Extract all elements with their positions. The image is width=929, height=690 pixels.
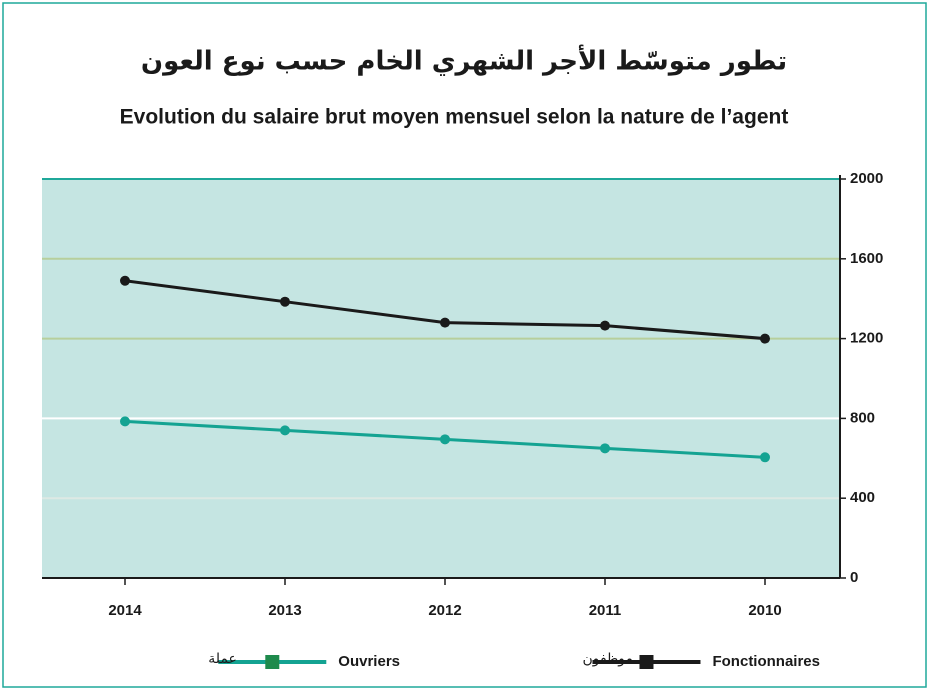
legend-label: Ouvriers xyxy=(338,653,400,670)
data-point xyxy=(440,434,450,445)
legend-marker xyxy=(265,655,280,669)
x-tick-label: 2012 xyxy=(428,602,461,619)
plot-area xyxy=(42,179,840,578)
chart-title: تطور متوسّط الأجر الشهري الخام حسب نوع ا… xyxy=(141,45,787,77)
y-tick-label: 800 xyxy=(850,409,875,426)
data-point xyxy=(600,443,610,454)
legend-label-ar: عملة xyxy=(208,651,237,667)
data-point xyxy=(600,320,610,331)
y-tick-label: 0 xyxy=(850,569,858,586)
x-tick-label: 2011 xyxy=(589,602,622,619)
data-point xyxy=(760,333,770,344)
x-tick-label: 2010 xyxy=(748,602,781,619)
legend-label: Fonctionnaires xyxy=(712,653,820,670)
data-point xyxy=(120,416,130,427)
x-tick-label: 2014 xyxy=(108,602,142,619)
data-point xyxy=(280,296,290,307)
y-tick-label: 400 xyxy=(850,489,875,506)
legend-label-ar: موظفون xyxy=(582,651,632,667)
data-point xyxy=(280,425,290,436)
data-point xyxy=(760,452,770,463)
y-tick-label: 2000 xyxy=(850,170,883,187)
chart-subtitle: Evolution du salaire brut moyen mensuel … xyxy=(120,106,789,129)
y-tick-label: 1200 xyxy=(850,330,883,347)
data-point xyxy=(120,275,130,286)
y-tick-label: 1600 xyxy=(850,250,883,267)
data-point xyxy=(440,317,450,328)
x-tick-label: 2013 xyxy=(268,602,301,619)
legend-marker xyxy=(639,655,654,669)
